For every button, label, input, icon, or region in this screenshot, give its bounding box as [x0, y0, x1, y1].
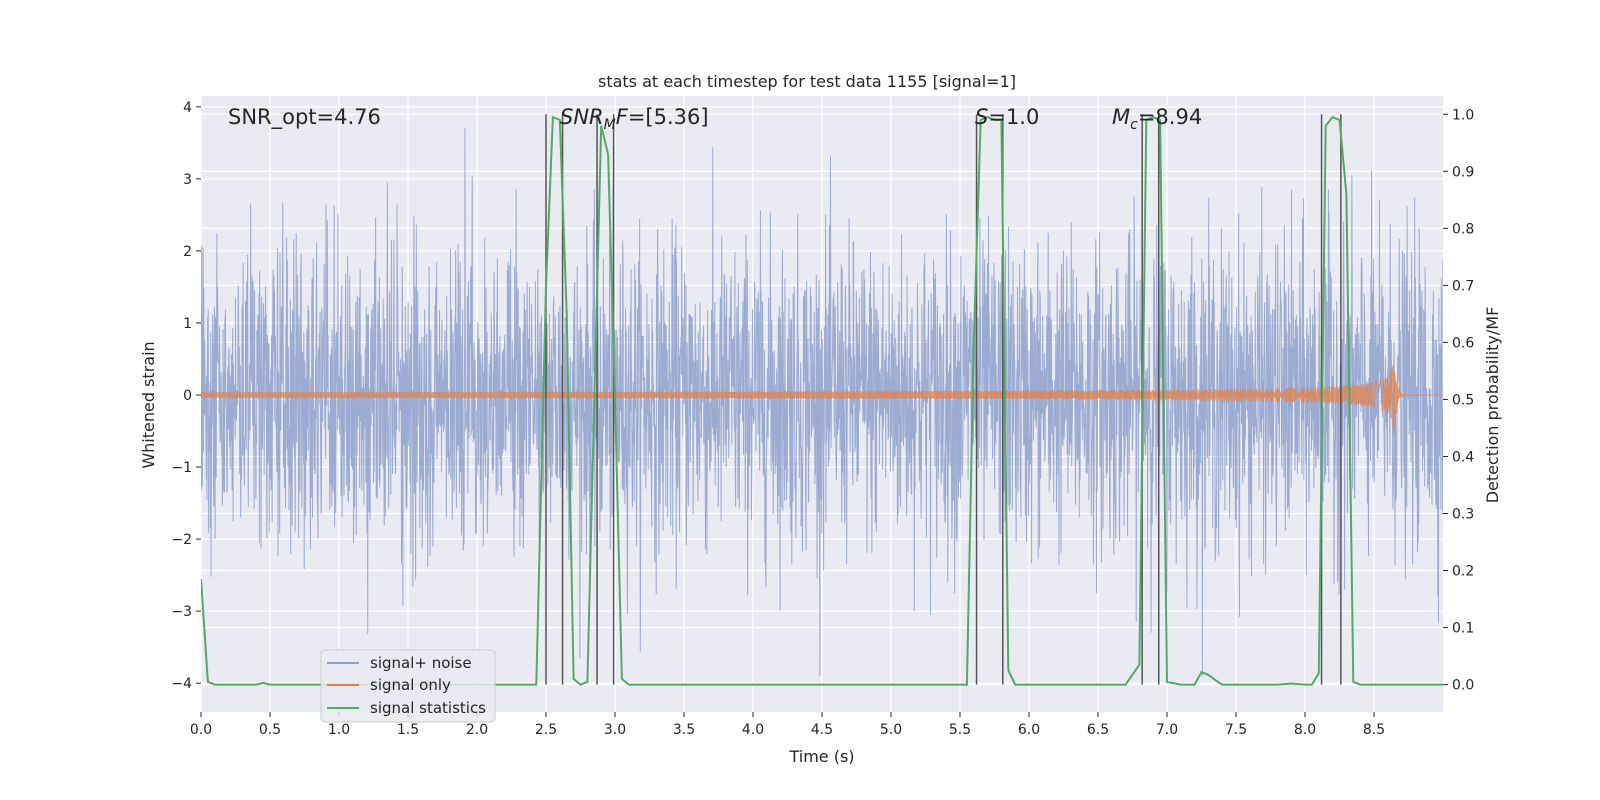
right-y-tick-label: 0.6: [1452, 335, 1474, 351]
x-tick-label: 0.5: [259, 722, 281, 738]
series-signal-statistics: [201, 115, 1443, 686]
x-tick-label: 3.5: [673, 722, 695, 738]
right-y-tick-label: 0.7: [1452, 278, 1474, 294]
annotation-snr-opt: SNR_opt=4.76: [228, 105, 381, 130]
left-y-axis-label: Whitened strain: [139, 341, 158, 468]
x-tick-label: 6.5: [1087, 722, 1109, 738]
annotation-snr-mf: SNRMF=[5.36]: [560, 105, 709, 133]
x-tick-label: 8.0: [1294, 722, 1316, 738]
left-y-tick-label: 4: [183, 100, 192, 116]
right-y-tick-label: 0.0: [1452, 678, 1474, 694]
right-y-tick-label: 0.2: [1452, 564, 1474, 580]
x-tick-label: 2.5: [535, 722, 557, 738]
right-y-tick-label: 0.8: [1452, 221, 1474, 237]
left-y-tick-label: −4: [171, 676, 192, 692]
x-tick-label: 4.0: [742, 722, 764, 738]
x-axis-label: Time (s): [788, 747, 854, 766]
right-y-axis-label: Detection probability/MF: [1483, 307, 1502, 504]
left-y-axis-ticks: 4 3 2 1 0 −1 −2 −3 −4: [171, 100, 201, 692]
x-tick-label: 7.5: [1225, 722, 1247, 738]
legend-label-stats: signal statistics: [370, 699, 486, 717]
left-y-tick-label: 2: [183, 244, 192, 260]
annotation-s: S=1.0: [975, 105, 1039, 129]
legend-label-signal: signal only: [370, 676, 451, 694]
series-signal-plus-noise: [201, 128, 1443, 677]
right-y-tick-label: 0.5: [1452, 392, 1474, 408]
right-y-tick-label: 0.9: [1452, 164, 1474, 180]
x-tick-label: 0.0: [190, 722, 212, 738]
x-tick-label: 1.5: [397, 722, 419, 738]
right-y-tick-label: 0.4: [1452, 449, 1474, 465]
left-y-tick-label: −1: [171, 460, 192, 476]
x-tick-label: 3.0: [604, 722, 626, 738]
chart-title: stats at each timestep for test data 115…: [598, 72, 1016, 91]
legend-label-noise: signal+ noise: [370, 654, 472, 672]
left-y-tick-label: −2: [171, 532, 192, 548]
x-tick-label: 5.0: [880, 722, 902, 738]
x-tick-label: 6.0: [1018, 722, 1040, 738]
x-tick-label: 7.0: [1156, 722, 1178, 738]
left-y-tick-label: 0: [183, 388, 192, 404]
x-axis-ticks: 0.0 0.5 1.0 1.5 2.0 2.5 3.0 3.5 4.0 4.5 5.0 5.5 6.0 6…: [190, 712, 1385, 738]
right-y-axis-ticks: 1.0 0.9 0.8 0.7 0.6 0.5 0.4 0.3 0.2 0.1 0.0: [1443, 107, 1474, 694]
series-signal-only: [201, 364, 1443, 435]
x-tick-label: 1.0: [328, 722, 350, 738]
left-y-tick-label: 3: [183, 172, 192, 188]
legend: signal+ noise signal only signal statist…: [320, 649, 496, 723]
x-tick-label: 4.5: [811, 722, 833, 738]
left-y-tick-label: 1: [183, 316, 192, 332]
right-y-tick-label: 0.3: [1452, 507, 1474, 523]
x-tick-label: 8.5: [1363, 722, 1385, 738]
x-tick-label: 2.0: [466, 722, 488, 738]
legend-box: [320, 649, 496, 723]
x-tick-label: 5.5: [949, 722, 971, 738]
left-y-tick-label: −3: [171, 604, 192, 620]
annotation-mc: Mc=8.94: [1112, 105, 1202, 133]
right-y-tick-label: 1.0: [1452, 107, 1474, 123]
right-y-tick-label: 0.1: [1452, 621, 1474, 637]
